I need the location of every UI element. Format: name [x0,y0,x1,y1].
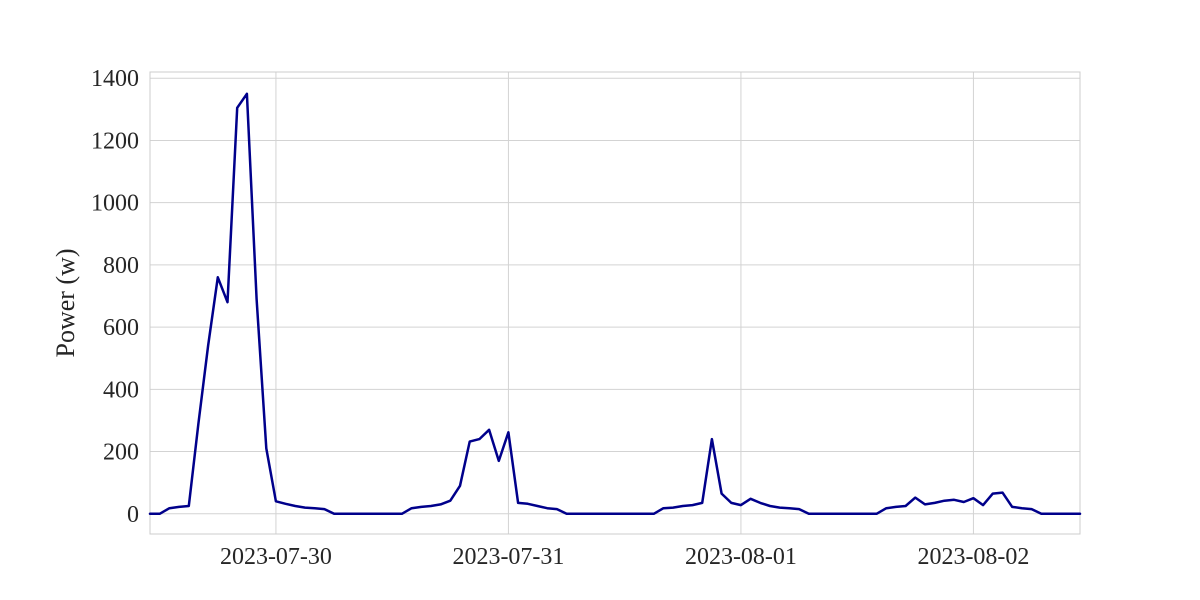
x-axis-ticks: 2023-07-30 2023-07-31 2023-08-01 2023-08-02 [220,544,1029,570]
y-tick-label: 200 [103,440,139,466]
plot-area-frame [149,71,1081,535]
y-tick-label: 400 [103,377,139,403]
y-tick-label: 800 [103,253,139,279]
power-series-line [148,92,1082,516]
y-tick-label: 0 [127,502,139,528]
y-tick-label: 600 [103,315,139,341]
x-tick-label: 2023-07-31 [452,544,564,570]
x-tick-label: 2023-07-30 [220,544,332,570]
y-tick-label: 1000 [91,191,139,217]
grid [150,72,1080,534]
y-axis-title: Power (w) [51,248,80,357]
series-layer [148,92,1082,516]
y-tick-label: 1400 [91,66,139,92]
y-tick-label: 1200 [91,128,139,154]
x-tick-label: 2023-08-02 [917,544,1029,570]
y-axis-ticks: 0 200 400 600 800 1000 1200 1400 [91,66,139,528]
x-tick-label: 2023-08-01 [685,544,797,570]
